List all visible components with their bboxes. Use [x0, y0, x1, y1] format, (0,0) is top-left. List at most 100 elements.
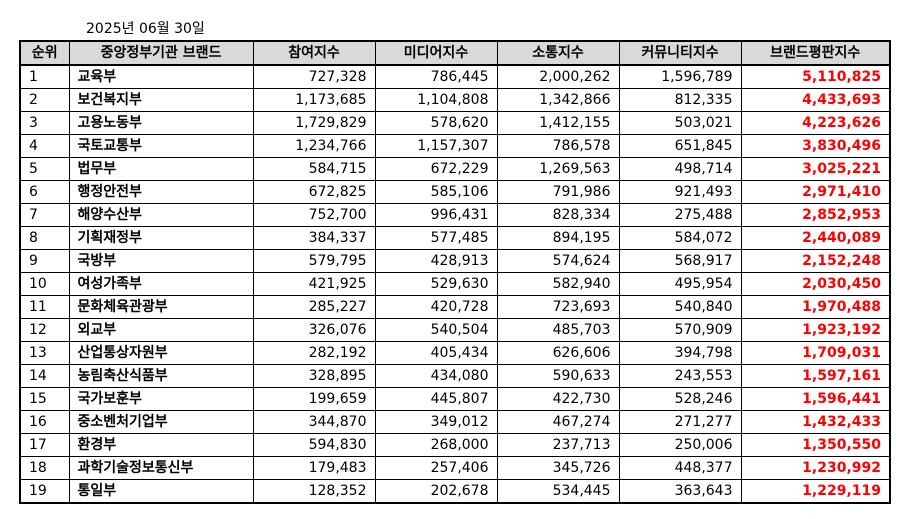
rank-cell: 2 [19, 88, 70, 112]
table-row: 18 과학기술정보통신부 179,483 257,406 345,726 448,377 1… [19, 456, 891, 480]
participation-index-cell: 584,715 [252, 157, 376, 181]
participation-index-cell: 727,328 [252, 64, 376, 89]
brand-name-cell: 국토교통부 [68, 134, 254, 158]
communication-index-cell: 534,445 [496, 479, 620, 504]
brand-reputation-index-cell: 3,830,496 [740, 134, 891, 158]
participation-index-cell: 285,227 [252, 295, 376, 319]
brand-reputation-index-cell: 1,923,192 [740, 318, 891, 342]
communication-index-cell: 422,730 [496, 387, 620, 411]
communication-index-cell: 786,578 [496, 134, 620, 158]
table-row: 10 여성가족부 421,925 529,630 582,940 495,954 2,030… [19, 272, 891, 296]
community-index-cell: 394,798 [618, 341, 742, 365]
media-index-cell: 349,012 [374, 410, 498, 434]
brand-name-cell: 행정안전부 [68, 180, 254, 204]
rank-cell: 10 [19, 272, 70, 296]
brand-reputation-index-cell: 1,350,550 [740, 433, 891, 457]
community-index-cell: 495,954 [618, 272, 742, 296]
communication-index-cell: 2,000,262 [496, 64, 620, 89]
community-index-cell: 570,909 [618, 318, 742, 342]
brand-reputation-index-cell: 1,230,992 [740, 456, 891, 480]
rank-cell: 15 [19, 387, 70, 411]
rank-cell: 1 [19, 64, 70, 89]
communication-index-cell: 626,606 [496, 341, 620, 365]
community-index-cell: 568,917 [618, 249, 742, 273]
table-row: 1 교육부 727,328 786,445 2,000,262 1,596,789 5,11… [19, 64, 891, 89]
rank-cell: 3 [19, 111, 70, 135]
brand-name-cell: 환경부 [68, 433, 254, 457]
media-index-cell: 405,434 [374, 341, 498, 365]
participation-index-cell: 752,700 [252, 203, 376, 227]
participation-index-cell: 128,352 [252, 479, 376, 504]
brand-name-cell: 산업통상자원부 [68, 341, 254, 365]
communication-index-cell: 1,412,155 [496, 111, 620, 135]
brand-name-cell: 국방부 [68, 249, 254, 273]
communication-index-cell: 791,986 [496, 180, 620, 204]
brand-reputation-index-cell: 2,152,248 [740, 249, 891, 273]
brand-name-cell: 보건복지부 [68, 88, 254, 112]
media-index-cell: 585,106 [374, 180, 498, 204]
rank-cell: 12 [19, 318, 70, 342]
brand-reputation-index-cell: 1,709,031 [740, 341, 891, 365]
community-index-cell: 275,488 [618, 203, 742, 227]
media-index-cell: 428,913 [374, 249, 498, 273]
brand-reputation-index-cell: 1,432,433 [740, 410, 891, 434]
brand-reputation-index-cell: 1,229,119 [740, 479, 891, 504]
rank-cell: 6 [19, 180, 70, 204]
media-index-cell: 578,620 [374, 111, 498, 135]
brand-name-cell: 중소벤처기업부 [68, 410, 254, 434]
brand-reputation-index-cell: 2,030,450 [740, 272, 891, 296]
communication-index-cell: 723,693 [496, 295, 620, 319]
community-index-cell: 363,643 [618, 479, 742, 504]
media-index-cell: 420,728 [374, 295, 498, 319]
rank-cell: 5 [19, 157, 70, 181]
community-index-cell: 503,021 [618, 111, 742, 135]
rank-cell: 8 [19, 226, 70, 250]
brand-name-cell: 국가보훈부 [68, 387, 254, 411]
participation-index-cell: 199,659 [252, 387, 376, 411]
table-row: 6 행정안전부 672,825 585,106 791,986 921,493 2,971,… [19, 180, 891, 204]
table-row: 9 국방부 579,795 428,913 574,624 568,917 2,152,24… [19, 249, 891, 273]
brand-reputation-table: 순위 중앙정부기관 브랜드 참여지수 미디어지수 소통지수 커뮤니티지수 브랜드… [19, 40, 891, 504]
brand-reputation-index-cell: 3,025,221 [740, 157, 891, 181]
media-index-cell: 786,445 [374, 64, 498, 89]
rank-cell: 19 [19, 479, 70, 504]
header-participation-index: 참여지수 [252, 40, 376, 66]
community-index-cell: 540,840 [618, 295, 742, 319]
rank-cell: 17 [19, 433, 70, 457]
community-index-cell: 528,246 [618, 387, 742, 411]
communication-index-cell: 574,624 [496, 249, 620, 273]
communication-index-cell: 894,195 [496, 226, 620, 250]
community-index-cell: 271,277 [618, 410, 742, 434]
community-index-cell: 921,493 [618, 180, 742, 204]
brand-name-cell: 통일부 [68, 479, 254, 504]
brand-reputation-index-cell: 2,440,089 [740, 226, 891, 250]
brand-name-cell: 교육부 [68, 64, 254, 89]
participation-index-cell: 594,830 [252, 433, 376, 457]
communication-index-cell: 485,703 [496, 318, 620, 342]
communication-index-cell: 467,274 [496, 410, 620, 434]
rank-cell: 11 [19, 295, 70, 319]
communication-index-cell: 237,713 [496, 433, 620, 457]
participation-index-cell: 282,192 [252, 341, 376, 365]
rank-cell: 7 [19, 203, 70, 227]
header-brand-reputation-index: 브랜드평판지수 [740, 40, 891, 66]
table-body: 1 교육부 727,328 786,445 2,000,262 1,596,789 5,11… [19, 64, 891, 504]
community-index-cell: 812,335 [618, 88, 742, 112]
table-row: 19 통일부 128,352 202,678 534,445 363,643 1,229,1… [19, 479, 891, 504]
brand-reputation-index-cell: 1,597,161 [740, 364, 891, 388]
community-index-cell: 243,553 [618, 364, 742, 388]
report-date: 2025년 06월 30일 [86, 21, 205, 37]
table-header-row: 순위 중앙정부기관 브랜드 참여지수 미디어지수 소통지수 커뮤니티지수 브랜드… [19, 40, 891, 66]
media-index-cell: 445,807 [374, 387, 498, 411]
media-index-cell: 202,678 [374, 479, 498, 504]
table-row: 2 보건복지부 1,173,685 1,104,808 1,342,866 812,335… [19, 88, 891, 112]
table-row: 16 중소벤처기업부 344,870 349,012 467,274 271,277 1,4… [19, 410, 891, 434]
brand-reputation-index-cell: 2,852,953 [740, 203, 891, 227]
brand-name-cell: 농림축산식품부 [68, 364, 254, 388]
participation-index-cell: 1,234,766 [252, 134, 376, 158]
participation-index-cell: 579,795 [252, 249, 376, 273]
communication-index-cell: 1,342,866 [496, 88, 620, 112]
table-row: 13 산업통상자원부 282,192 405,434 626,606 394,798 1,7… [19, 341, 891, 365]
brand-name-cell: 문화체육관광부 [68, 295, 254, 319]
header-brand: 중앙정부기관 브랜드 [68, 40, 254, 66]
